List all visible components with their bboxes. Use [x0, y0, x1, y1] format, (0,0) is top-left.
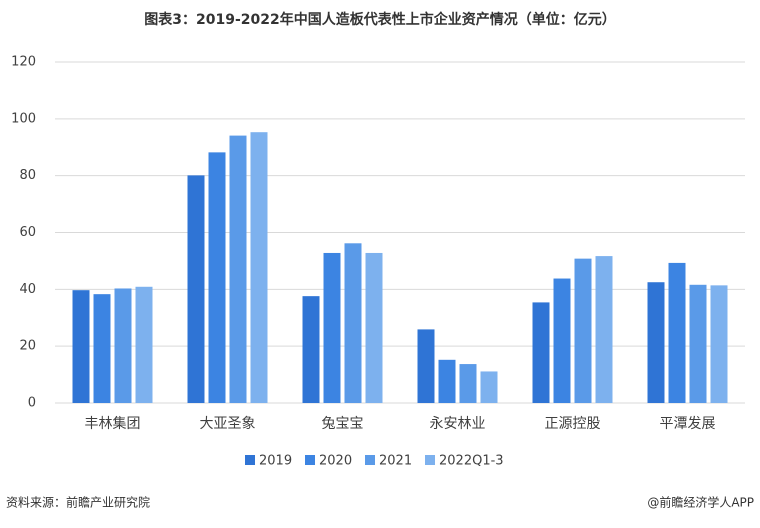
bar — [93, 294, 111, 403]
x-tick-label: 大亚圣象 — [200, 416, 256, 432]
bar — [689, 284, 707, 403]
bar — [302, 296, 320, 403]
legend-swatch — [425, 455, 435, 465]
y-tick-label: 0 — [28, 396, 36, 411]
credit: @前瞻经济学人APP — [647, 495, 754, 510]
legend-swatch — [245, 455, 255, 465]
bar — [553, 278, 571, 403]
legend-swatch — [365, 455, 375, 465]
legend-label: 2022Q1-3 — [439, 454, 504, 469]
legend-label: 2019 — [259, 454, 292, 469]
legend-label: 2020 — [319, 454, 352, 469]
bar — [250, 132, 268, 404]
x-tick-label: 正源控股 — [545, 416, 601, 432]
y-tick-label: 20 — [19, 339, 36, 354]
y-tick-label: 120 — [11, 55, 36, 70]
bar — [595, 256, 613, 403]
x-tick-label: 平潭发展 — [660, 415, 716, 432]
bar — [323, 252, 341, 403]
bar — [417, 329, 435, 403]
bar — [229, 135, 247, 403]
x-tick-label: 丰林集团 — [85, 415, 141, 432]
x-tick-label: 永安林业 — [430, 416, 486, 432]
x-tick-label: 兔宝宝 — [322, 416, 364, 432]
legend-swatch — [305, 455, 315, 465]
bar — [365, 252, 383, 403]
bar — [710, 285, 728, 403]
y-tick-label: 100 — [11, 111, 36, 126]
bar — [72, 290, 90, 403]
y-tick-label: 80 — [19, 168, 36, 183]
legend-label: 2021 — [379, 454, 412, 469]
bar — [532, 302, 550, 403]
y-tick-label: 60 — [19, 225, 36, 240]
bar — [668, 262, 686, 403]
bar — [459, 364, 477, 403]
chart-title: 图表3：2019-2022年中国人造板代表性上市企业资产情况（单位：亿元） — [144, 11, 615, 28]
bar — [208, 152, 226, 403]
bar — [480, 371, 498, 403]
y-tick-label: 40 — [19, 282, 36, 297]
bar — [187, 175, 205, 403]
source: 资料来源：前瞻产业研究院 — [6, 495, 150, 510]
bar — [135, 286, 153, 403]
bar — [114, 288, 132, 403]
bar — [438, 359, 456, 403]
bar — [647, 282, 665, 403]
bar — [344, 243, 362, 403]
bar — [574, 258, 592, 403]
